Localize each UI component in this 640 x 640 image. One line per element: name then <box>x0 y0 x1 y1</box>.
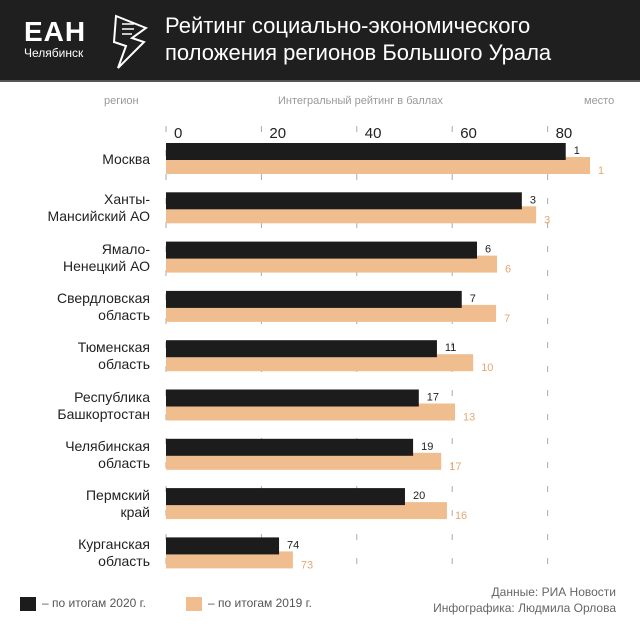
region-label-line: Курганская <box>78 536 150 553</box>
place-2020: 17 <box>427 392 439 404</box>
bar-2020 <box>166 192 522 210</box>
legend-item-2019: – по итогам 2019 г. <box>186 596 312 611</box>
legend-swatch-2019 <box>186 596 202 611</box>
place-2020: 11 <box>445 342 456 354</box>
region-label: Тюменская область <box>0 339 150 373</box>
place-2019: 13 <box>463 412 475 424</box>
region-label-line: область <box>98 306 150 323</box>
bar-2019 <box>166 403 456 421</box>
region-label: Челябинская область <box>0 438 150 472</box>
region-label-line: Челябинская <box>65 437 150 454</box>
bar-2019 <box>166 502 447 520</box>
place-2019: 10 <box>481 362 493 374</box>
region-label-line: Башкортостан <box>57 405 150 422</box>
legend-label-2019: – по итогам 2019 г. <box>208 596 312 610</box>
region-label-line: область <box>98 553 150 570</box>
bar-2020 <box>166 290 462 308</box>
place-2019: 17 <box>449 461 461 473</box>
bar-2020 <box>166 143 566 160</box>
logo-city: Челябинск <box>24 46 84 60</box>
region-label: Москва <box>0 151 150 168</box>
bar-2019 <box>166 206 537 224</box>
place-2020: 1 <box>574 145 580 157</box>
place-2019: 16 <box>455 510 467 522</box>
bar-2020 <box>166 537 280 555</box>
region-label: Ханты- Мансийский АО <box>0 191 150 225</box>
region-label-line: Ненецкий АО <box>62 257 150 274</box>
bar-2020 <box>166 488 405 506</box>
region-label: Ямало- Ненецкий АО <box>0 241 150 275</box>
legend-swatch-2020 <box>20 596 36 611</box>
x-tick-label: 40 <box>365 125 382 142</box>
bar-2020 <box>166 438 414 456</box>
page-title: Рейтинг социально-экономического положен… <box>165 12 551 66</box>
region-label-line: Ямало- <box>101 240 150 257</box>
region-label: Пермский край <box>0 487 150 521</box>
region-label-line: Ханты- <box>104 191 150 208</box>
region-label-line: Республика <box>74 388 150 405</box>
place-2020: 19 <box>421 441 433 453</box>
region-label-line: область <box>98 454 150 471</box>
place-2020: 7 <box>470 293 476 305</box>
bar-2020 <box>166 241 478 259</box>
place-2020: 3 <box>530 194 536 206</box>
bar-2019 <box>166 551 293 569</box>
legend-item-2020: – по итогам 2020 г. <box>20 596 146 611</box>
header: ЕАН Челябинск Рейтинг социально-экономич… <box>0 0 640 82</box>
source-credit: Данные: РИА Новости <box>491 585 616 599</box>
place-2019: 6 <box>505 264 511 276</box>
region-label: Республика Башкортостан <box>0 389 150 423</box>
place-2019: 1 <box>598 165 604 177</box>
place-2020: 20 <box>413 490 425 502</box>
region-label-line: Мансийский АО <box>47 208 150 225</box>
legend-label-2020: – по итогам 2020 г. <box>42 596 146 610</box>
place-2019: 3 <box>544 214 550 226</box>
x-tick-label: 0 <box>174 125 182 142</box>
region-label-line: Москва <box>102 150 150 167</box>
region-label-line: край <box>120 504 150 521</box>
author-credit: Инфографика: Людмила Орлова <box>433 601 616 615</box>
place-2020: 74 <box>287 539 299 551</box>
logo-text: ЕАН <box>24 16 87 47</box>
column-header-place: место <box>584 95 615 107</box>
bar-2020 <box>166 340 437 358</box>
bar-2019 <box>166 157 591 174</box>
x-tick-label: 20 <box>269 125 286 142</box>
credits: Данные: РИА Новости Инфографика: Людмила… <box>433 584 616 616</box>
region-label-line: область <box>98 356 150 373</box>
region-label-line: Пермский <box>85 487 150 504</box>
lightning-icon <box>112 14 148 69</box>
column-header-region: регион <box>104 95 139 107</box>
bar-2019 <box>166 255 498 273</box>
bar-2019 <box>166 354 474 372</box>
column-header-rating: Интегральный рейтинг в баллах <box>278 95 443 107</box>
place-2019: 73 <box>301 559 313 571</box>
bar-2019 <box>166 452 442 470</box>
region-label: Свердловская область <box>0 290 150 324</box>
x-tick-label: 60 <box>460 125 477 142</box>
place-2020: 6 <box>485 244 491 256</box>
title-line-1: Рейтинг социально-экономического <box>165 13 531 38</box>
title-line-2: положения регионов Большого Урала <box>165 40 552 65</box>
region-label-line: Тюменская <box>77 339 150 356</box>
x-tick-label: 80 <box>556 125 573 142</box>
region-label: Курганская область <box>0 536 150 570</box>
place-2019: 7 <box>504 313 510 325</box>
bar-2019 <box>166 304 497 322</box>
logo: ЕАН Челябинск <box>24 16 87 61</box>
bar-2020 <box>166 389 419 407</box>
region-label-line: Свердловская <box>56 289 150 306</box>
